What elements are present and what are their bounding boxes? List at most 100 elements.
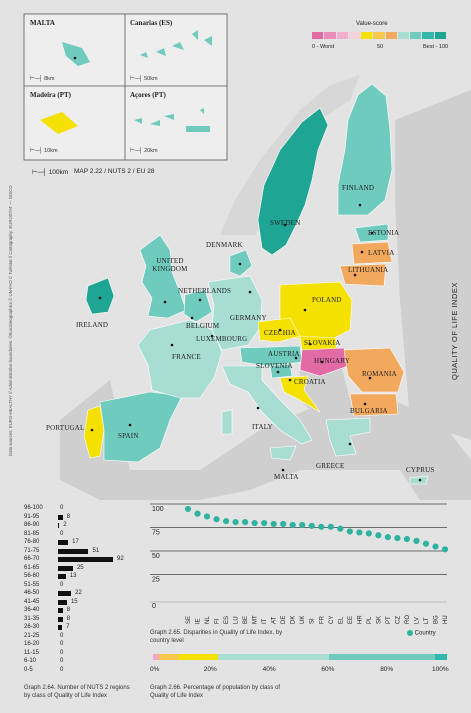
x-tick-label: NL <box>205 616 211 624</box>
y-tick-label: 100 <box>152 506 164 513</box>
histogram-value-label: 0 <box>60 505 64 511</box>
inset-title-malta: MALTA <box>30 19 55 27</box>
histogram-category-label: 61-65 <box>24 564 40 571</box>
histogram-bar <box>58 574 66 579</box>
legend-title: Value-score <box>356 21 388 27</box>
label-lithuania: LITHUANIA <box>348 266 389 274</box>
histogram-bar <box>58 625 63 630</box>
capital-dots <box>73 56 422 482</box>
percentage-tick-label: 60% <box>321 666 335 673</box>
histogram-row: 71-75 51 <box>24 548 134 555</box>
population-segment <box>153 654 159 660</box>
inset-malta-shape <box>62 42 90 66</box>
region-france <box>137 319 223 399</box>
inset-scale-madeira: ⊢─┤ 10km <box>30 148 58 154</box>
label-latvia: LATVIA <box>368 249 395 257</box>
histogram-category-label: 81-85 <box>24 530 40 537</box>
label-croatia: CROATIA <box>294 378 326 386</box>
country-point <box>280 520 287 528</box>
histogram-value-label: 8 <box>66 607 71 613</box>
label-ireland: IRELAND <box>76 321 109 329</box>
label-finland: FINLAND <box>342 184 375 192</box>
histogram-category-label: 46-50 <box>24 590 40 596</box>
country-point <box>432 543 439 550</box>
histogram-category-label: 66-70 <box>24 556 40 562</box>
histogram-category-label: 26-30 <box>24 624 40 630</box>
legend-swatch <box>385 32 397 39</box>
inset-title-acores: Açores (PT) <box>130 91 166 99</box>
label-austria: AUSTRIA <box>268 350 300 358</box>
x-tick-label: BG <box>433 615 439 624</box>
label-cyprus: CYPRUS <box>406 466 435 474</box>
histogram-category-label: 51-55 <box>24 581 40 588</box>
inset-madeira-shape <box>40 112 78 134</box>
region-croatia <box>279 375 321 413</box>
label-malta: MALTA <box>274 473 299 481</box>
x-tick-label: LV <box>414 617 420 624</box>
histogram-value-label: 92 <box>117 556 124 562</box>
x-tick-label: DK <box>291 616 297 624</box>
region-sicily <box>269 445 297 461</box>
country-point <box>222 518 230 525</box>
histogram-category-label: 96-100 <box>24 505 43 511</box>
country-point <box>394 534 401 542</box>
country-point <box>261 519 268 527</box>
histogram-value-label: 2 <box>63 522 67 528</box>
legend-swatch <box>410 32 422 39</box>
legend-swatch <box>312 32 324 39</box>
legend-mid-label: 50 <box>377 44 384 50</box>
x-tick-label: HU <box>443 615 449 624</box>
histogram-category-label: 0-5 <box>24 666 33 673</box>
histogram-row: 41-45 15 <box>24 599 134 606</box>
region-sardinia <box>221 409 233 435</box>
x-tick-label: HR <box>357 615 363 624</box>
country-point <box>299 521 306 529</box>
percentage-tick-label: 40% <box>262 666 276 673</box>
histogram-category-label: 16-20 <box>24 641 40 647</box>
region-romania <box>343 347 405 393</box>
label-netherlands: NETHERLANDS <box>178 287 232 295</box>
country-point <box>346 528 353 535</box>
x-tick-label: EE <box>348 616 354 624</box>
country-point <box>441 546 449 553</box>
x-tick-label: ES <box>224 616 230 624</box>
inset-frame <box>23 13 228 161</box>
x-tick-label: CY <box>329 616 335 624</box>
x-tick-label: LT <box>424 617 430 624</box>
country-point <box>365 530 372 537</box>
label-france: FRANCE <box>172 353 201 361</box>
histogram-row: 76-80 17 <box>24 539 134 546</box>
x-tick-label: LU <box>234 616 240 624</box>
histogram-row: 66-70 92 <box>24 556 134 563</box>
histogram-value-label: 13 <box>69 573 77 579</box>
region-greece <box>325 417 371 457</box>
histogram-value-label: 8 <box>66 615 71 622</box>
histogram-value-label: 15 <box>70 598 78 605</box>
legend-color-scale <box>312 32 447 39</box>
histogram-bar <box>58 565 73 571</box>
inset-canarias-shape <box>140 30 212 58</box>
inset-title-canarias: Canarias (ES) <box>130 19 173 27</box>
histogram-bar <box>58 616 63 622</box>
country-point <box>384 534 391 541</box>
histogram-row: 31-35 8 <box>24 616 134 623</box>
country-point <box>422 540 430 547</box>
histogram-value-label: 25 <box>76 564 84 571</box>
histogram-value-label: 0 <box>60 581 64 588</box>
histogram-bar <box>58 608 63 613</box>
histogram-row: 96-100 0 <box>24 505 134 512</box>
histogram-category-label: 41-45 <box>24 598 40 605</box>
histogram-category-label: 36-40 <box>24 607 40 613</box>
region-italy <box>221 365 313 445</box>
region-hungary <box>299 347 349 377</box>
label-belgium: BELGIUM <box>186 322 220 330</box>
histogram-row: 26-30 7 <box>24 624 134 631</box>
histogram-bar <box>58 523 60 528</box>
histogram-row: 51-55 0 <box>24 582 134 589</box>
country-point <box>308 522 315 529</box>
population-segment <box>435 654 447 660</box>
histogram-value-label: 0 <box>60 530 64 537</box>
histogram-row: 46-50 22 <box>24 590 134 597</box>
country-point <box>203 513 211 520</box>
